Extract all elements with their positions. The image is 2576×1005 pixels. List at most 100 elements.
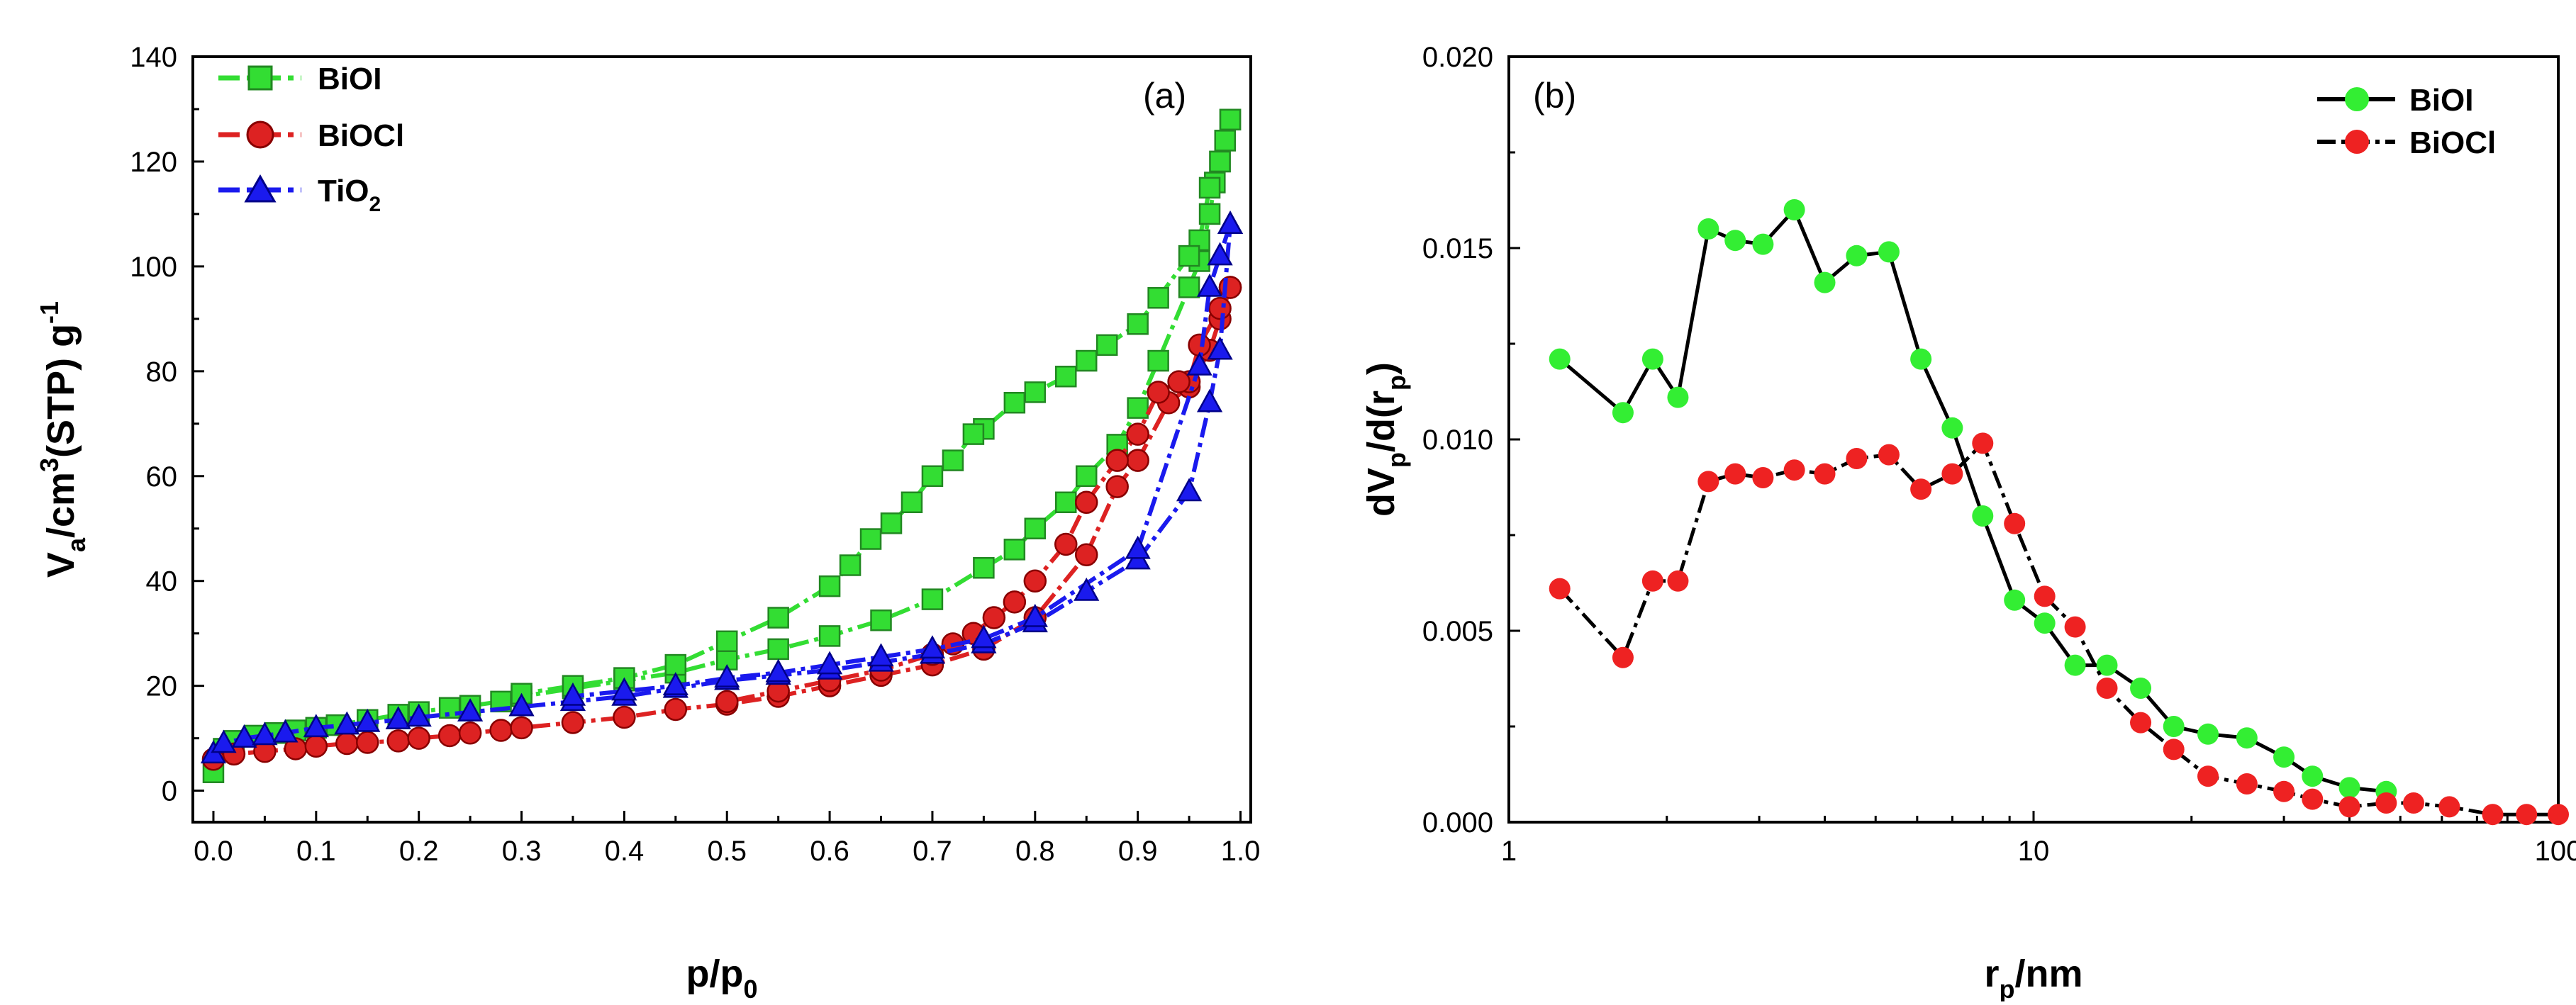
data-point <box>1697 218 1719 240</box>
legend-marker-triangle <box>244 174 277 203</box>
data-point <box>1207 336 1233 360</box>
x-tick-label: 1.0 <box>1221 836 1261 867</box>
x-tick-label: 10 <box>2018 836 2050 867</box>
data-point <box>1127 397 1149 419</box>
series-line <box>1559 206 2387 794</box>
x-tick-label: 0.3 <box>502 836 542 867</box>
panel-a-isotherm-chart: 0.0 0.1 0.2 0.3 0.4 0.5 0.6 0.7 0.8 0.9 1.0 0 20 40 60… <box>35 42 1260 1004</box>
data-point <box>919 635 946 659</box>
data-point <box>1910 478 1932 500</box>
data-point <box>510 716 533 740</box>
data-point <box>437 724 462 748</box>
y-tick-label: 40 <box>146 566 178 597</box>
data-point <box>2163 716 2185 737</box>
data-point <box>1198 176 1221 199</box>
y-tick-label: 140 <box>130 42 177 73</box>
data-point <box>1024 381 1047 403</box>
data-point <box>1207 242 1233 266</box>
y-tick-label: 100 <box>130 252 177 283</box>
data-point <box>2273 746 2295 768</box>
data-point <box>2236 727 2258 749</box>
data-point <box>1095 334 1118 356</box>
data-point <box>767 607 789 629</box>
data-point <box>2375 792 2397 814</box>
data-point <box>611 677 637 701</box>
legend-item-tio2: TiO2 <box>218 174 381 216</box>
x-tick-label: 0.1 <box>296 836 336 867</box>
data-point <box>1697 471 1719 493</box>
x-tick-label: 0.8 <box>1015 836 1055 867</box>
data-point <box>1752 233 1774 255</box>
panel-b-legend: BiOI BiOCl <box>2317 83 2496 160</box>
data-point <box>1003 539 1026 561</box>
data-point <box>508 692 535 717</box>
data-point <box>664 653 687 676</box>
legend-label-biocl: BiOCl <box>2409 125 2496 160</box>
data-point <box>971 624 997 649</box>
data-point <box>1186 352 1212 376</box>
data-point <box>1972 505 1994 527</box>
data-point <box>901 491 923 514</box>
data-point <box>1023 569 1047 593</box>
y-tick-label: 0.020 <box>1422 42 1493 73</box>
data-point <box>2402 792 2424 814</box>
data-point <box>880 512 903 534</box>
y-tick-label: 60 <box>146 461 178 493</box>
data-point <box>334 711 360 735</box>
data-point <box>2338 796 2360 818</box>
data-point <box>1724 463 1746 485</box>
panel-a-legend: BiOI BiOCl TiO2 <box>218 62 404 216</box>
panel-a-ticks: 0.0 0.1 0.2 0.3 0.4 0.5 0.6 0.7 0.8 0.9 1.0 0 20 40 60… <box>130 42 1260 867</box>
data-point <box>2130 678 2152 699</box>
data-point <box>859 528 882 550</box>
data-point <box>1105 449 1129 472</box>
x-tick-label: 0.6 <box>810 836 849 867</box>
data-point <box>2302 788 2324 810</box>
data-point <box>2197 765 2219 787</box>
series-biocl <box>1549 432 2569 826</box>
panel-a-label: (a) <box>1143 76 1186 116</box>
data-point <box>1126 449 1149 472</box>
data-point <box>1941 463 1963 485</box>
data-point <box>1125 535 1151 559</box>
data-point <box>1752 467 1774 488</box>
legend-marker-square <box>247 65 273 91</box>
data-point <box>816 651 843 675</box>
x-tick-label: 0.7 <box>913 836 952 867</box>
data-point <box>1941 417 1963 439</box>
data-point <box>303 714 329 738</box>
x-tick-label: 0.5 <box>707 836 747 867</box>
data-point <box>921 588 944 610</box>
data-point <box>231 724 257 748</box>
series-line <box>1558 439 2558 816</box>
legend-label-bioi: BiOI <box>2409 83 2473 118</box>
data-point <box>272 719 299 743</box>
data-point <box>1846 448 1868 469</box>
data-point <box>211 729 237 753</box>
data-point <box>1003 590 1027 614</box>
data-point <box>2096 678 2118 699</box>
legend-item-biocl: BiOCl <box>218 118 404 153</box>
data-point <box>1209 150 1231 173</box>
data-point <box>1075 465 1098 488</box>
data-point <box>1612 402 1634 424</box>
y-tick-label: 120 <box>130 147 177 178</box>
data-point <box>2302 765 2324 787</box>
panel-b-y-axis-title: dVp/d(rp) <box>1360 362 1411 517</box>
data-point <box>962 423 985 445</box>
legend-label-bioi: BiOI <box>318 62 381 96</box>
data-point <box>1549 578 1571 600</box>
data-point <box>1208 296 1232 320</box>
data-point <box>1176 478 1203 502</box>
data-point <box>1667 386 1689 408</box>
data-point <box>2034 612 2056 634</box>
data-point <box>1196 388 1223 412</box>
data-point <box>1549 348 1571 370</box>
legend-item-bioi: BiOI <box>2317 83 2473 118</box>
data-point <box>1214 130 1237 152</box>
data-point <box>2034 585 2056 607</box>
data-point <box>1074 543 1098 566</box>
data-point <box>1198 203 1221 225</box>
data-point <box>1074 577 1100 601</box>
data-point <box>1127 313 1149 335</box>
